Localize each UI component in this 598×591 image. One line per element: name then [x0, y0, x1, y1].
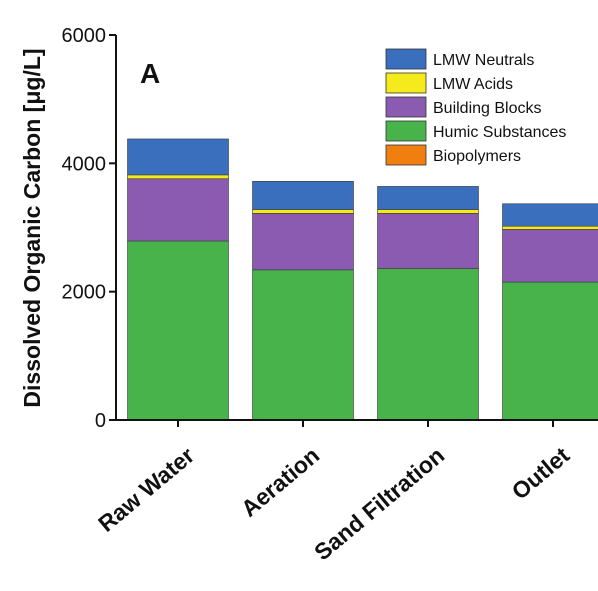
legend-label: LMW Acids [433, 76, 513, 93]
y-tick-label: 2000 [62, 282, 107, 304]
bar-segment [377, 268, 479, 420]
bar-segment [377, 209, 479, 214]
bar-segment [127, 240, 229, 420]
bar-segment [377, 213, 479, 269]
y-tick-label: 6000 [62, 25, 107, 47]
legend-label: Building Blocks [433, 100, 542, 117]
legend-swatch [385, 144, 427, 166]
x-tick-label: Outlet [507, 442, 575, 505]
y-tick-label: 4000 [62, 153, 107, 175]
bar-segment [252, 181, 354, 210]
y-tick-label: 0 [95, 410, 106, 432]
bars-layer [127, 138, 598, 421]
legend-label: Humic Substances [433, 124, 566, 141]
legend-swatch [385, 96, 427, 118]
legend-label: LMW Neutrals [433, 52, 534, 69]
bar-segment [377, 186, 479, 210]
legend-swatch [385, 120, 427, 142]
bar-segment [127, 138, 229, 176]
x-tick-label: Raw Water [93, 442, 199, 537]
bar-segment [502, 281, 598, 420]
bar-segment [127, 178, 229, 242]
bar-segment [127, 174, 229, 180]
bar-segment [252, 209, 354, 214]
y-axis-label: Dissolved Organic Carbon [μg/L] [19, 48, 45, 407]
bar-segment [252, 213, 354, 271]
legend-swatch [385, 48, 427, 70]
bar-segment [502, 229, 598, 283]
x-tick-label: Aeration [236, 442, 324, 522]
bar-segment [502, 225, 598, 230]
panel-label: A [140, 58, 160, 89]
legend: LMW Neutrals LMW Acids Building Blocks Humi… [385, 48, 566, 166]
bar-segment [252, 269, 354, 420]
x-tick-label: Sand Filtration [309, 442, 449, 565]
y-ticks: 0 2000 4000 6000 [62, 25, 116, 432]
legend-label: Biopolymers [433, 148, 521, 165]
bar-segment [502, 203, 598, 227]
legend-swatch [385, 72, 427, 94]
